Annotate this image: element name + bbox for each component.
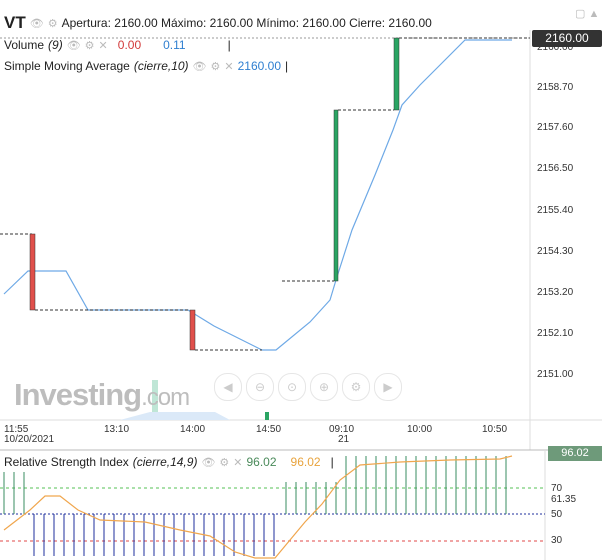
time-tick-sub: 10/20/2021 [4,434,55,445]
gear-icon[interactable]: ⚙ [219,456,230,469]
investing-logo: Investing.com [14,377,190,413]
square-icon[interactable]: ▢ [575,8,586,20]
price-tick: 2152.10 [537,328,574,339]
gear-icon[interactable]: ⚙ [210,60,221,73]
scroll-left-icon[interactable]: ◀ [214,373,242,401]
price-tick: 2156.50 [537,163,574,174]
gear-icon[interactable]: ⚙ [84,39,95,52]
close-icon[interactable]: ✕ [98,39,108,52]
sma-value: 2160.00 [237,59,281,73]
volume-value-2: 0.11 [163,38,186,52]
price-tick: 2153.20 [537,287,574,298]
sma-param: (cierre,10) [133,59,189,73]
settings-circle-icon[interactable]: ⚙ [342,373,370,401]
rsi-tick: 50 [551,509,563,520]
rsi-tick: 61.35 [551,494,577,505]
volume-legend: Volume (9) 👁 ⚙ ✕ 0.00 0.11 | [4,38,231,52]
rsi-param: (cierre,14,9) [132,455,198,469]
rsi-label: Relative Strength Index [4,455,129,469]
volume-cursor: | [227,38,231,52]
candle-down [29,233,36,311]
price-tick: 2154.30 [537,246,574,257]
price-tick: 2160.00 [537,42,574,53]
time-tick: 13:10 [104,424,130,435]
zoom-out-icon[interactable]: ⊖ [246,373,274,401]
volume-label: Volume [4,38,45,52]
eye-icon[interactable]: 👁 [29,17,44,30]
sma-label: Simple Moving Average [4,59,130,73]
time-tick-sub: 21 [338,434,350,445]
time-tick: 09:10 [329,424,355,435]
time-tick: 14:50 [256,424,282,435]
ohlc-text: Apertura: 2160.00 Máximo: 2160.00 Mínimo… [61,16,432,30]
corner-icons: ▢ ▲ [575,7,599,20]
zoom-in-icon[interactable]: ⊕ [310,373,338,401]
candle-up [333,109,339,282]
scroll-right-icon[interactable]: ▶ [374,373,402,401]
time-tick: 11:55 [4,424,29,435]
rsi-tick: 30 [551,535,563,546]
sma-legend: Simple Moving Average (cierre,10) 👁 ⚙ ✕ … [4,59,288,73]
close-icon[interactable]: ✕ [233,456,243,469]
logo-brand: Investing [14,377,142,412]
rsi-tick: 70 [551,483,563,494]
candle-down [189,309,196,351]
volume-bar [152,380,158,420]
price-tick: 2155.40 [537,205,574,216]
price-tick: 2151.00 [537,369,574,380]
price-tick: 2158.70 [537,82,574,93]
symbol-name: VT [4,13,26,32]
eye-icon[interactable]: 👁 [192,60,207,73]
current-price-tag: 2160.00 [532,30,602,47]
time-tick: 10:00 [407,424,433,435]
candle-up [393,37,400,111]
symbol-legend: VT 👁 ⚙ Apertura: 2160.00 Máximo: 2160.00… [4,13,432,33]
time-tick: 14:00 [180,424,206,435]
gear-icon[interactable]: ⚙ [47,17,58,30]
zoom-reset-icon[interactable]: ⊙ [278,373,306,401]
volume-bars [120,380,269,420]
rsi-line [3,455,513,559]
current-rsi-tag: 96.02 [548,446,602,461]
rsi-legend: Relative Strength Index (cierre,14,9) 👁 … [4,455,334,469]
candles [0,37,530,351]
logo-suffix: .com [141,384,190,411]
close-icon[interactable]: ✕ [224,60,234,73]
volume-value-1: 0.00 [117,38,142,52]
warning-icon[interactable]: ▲ [588,8,600,20]
eye-icon[interactable]: 👁 [201,456,216,469]
sma-cursor: | [285,59,289,73]
rsi-histogram [3,456,507,556]
sma-line [3,39,512,351]
volume-bar [265,412,269,420]
rsi-value-1: 96.02 [246,455,277,469]
price-tick: 2157.60 [537,122,574,133]
time-tick: 10:50 [482,424,508,435]
rsi-cursor: | [330,455,334,469]
volume-param: (9) [48,38,63,52]
eye-icon[interactable]: 👁 [66,39,81,52]
volume-sma-area [120,412,230,420]
rsi-value-2: 96.02 [290,455,321,469]
